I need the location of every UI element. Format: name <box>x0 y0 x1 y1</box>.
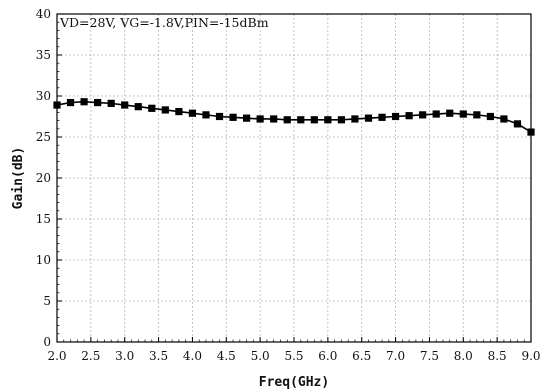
data-point-marker <box>364 114 373 122</box>
data-point-marker <box>270 115 278 123</box>
plot-frame <box>56 13 532 343</box>
data-point-marker <box>459 110 467 118</box>
y-tick-label: 15 <box>36 212 51 226</box>
x-tick-label: 6.0 <box>318 349 337 363</box>
y-tick-label: 0 <box>43 335 51 349</box>
x-tick-label: 3.5 <box>149 349 168 363</box>
y-tick-label: 10 <box>36 253 51 267</box>
x-tick-label: 9.0 <box>521 349 540 363</box>
data-point-marker <box>121 101 129 109</box>
data-point-marker <box>215 112 224 121</box>
data-point-marker <box>513 120 522 128</box>
data-point-marker <box>256 115 264 123</box>
data-point-marker <box>500 115 508 123</box>
data-point-marker <box>419 111 427 119</box>
data-point-marker <box>80 98 88 106</box>
data-point-marker <box>405 112 413 120</box>
data-point-marker <box>148 104 156 112</box>
x-tick-labels: 2.0 2.5 3.0 3.5 4.0 4.5 5.0 5.5 6.0 6.5 7.0 7.5 8.0 8… <box>47 349 540 363</box>
data-point-marker <box>446 109 454 117</box>
data-point-marker <box>378 113 386 121</box>
data-point-marker <box>486 112 494 121</box>
data-point-marker <box>324 116 332 124</box>
x-tick-label: 4.0 <box>183 349 202 363</box>
data-point-marker <box>175 107 183 116</box>
x-tick-label: 4.5 <box>217 349 236 363</box>
x-tick-label: 7.0 <box>386 349 405 363</box>
x-tick-label: 5.5 <box>284 349 303 363</box>
data-point-marker <box>188 109 197 117</box>
data-point-marker <box>473 111 481 119</box>
data-point-marker <box>297 116 305 124</box>
y-tick-label: 35 <box>36 48 51 62</box>
chart-annotation: VD=28V, VG=-1.8V,PIN=-15dBm <box>59 15 269 30</box>
x-axis-label: Freq(GHz) <box>259 375 329 390</box>
y-tick-label: 5 <box>43 294 51 308</box>
x-tick-label: 8.0 <box>454 349 473 363</box>
x-tick-label: 8.5 <box>488 349 507 363</box>
x-tick-label: 2.0 <box>47 349 66 363</box>
x-tick-label: 5.0 <box>251 349 270 363</box>
data-point-marker <box>337 116 345 124</box>
data-point-marker <box>351 115 359 123</box>
y-tick-label: 25 <box>36 130 51 144</box>
data-point-marker <box>134 103 142 111</box>
data-point-marker <box>432 110 440 118</box>
x-tick-label: 7.5 <box>420 349 439 363</box>
data-point-marker <box>107 99 115 107</box>
data-point-marker <box>310 116 318 124</box>
y-axis-label: Gain(dB) <box>11 147 26 210</box>
data-point-marker <box>391 112 400 121</box>
data-point-marker <box>53 101 61 109</box>
y-tick-label: 40 <box>36 7 51 21</box>
y-tick-label: 30 <box>36 89 51 103</box>
data-point-marker <box>94 98 102 107</box>
x-tick-label: 2.5 <box>81 349 100 363</box>
y-tick-labels: 0 5 10 15 20 25 30 35 40 <box>36 7 51 349</box>
data-point-marker <box>283 116 291 124</box>
y-tick-label: 20 <box>36 171 51 185</box>
x-tick-label: 3.0 <box>115 349 134 363</box>
data-point-marker <box>527 128 535 136</box>
series-layer <box>53 98 535 136</box>
data-point-marker <box>66 98 75 107</box>
data-point-marker <box>202 111 210 119</box>
data-point-marker <box>161 106 169 114</box>
data-point-marker <box>229 113 237 121</box>
x-tick-label: 6.5 <box>352 349 371 363</box>
data-point-marker <box>243 114 251 122</box>
grid-layer <box>56 13 532 343</box>
